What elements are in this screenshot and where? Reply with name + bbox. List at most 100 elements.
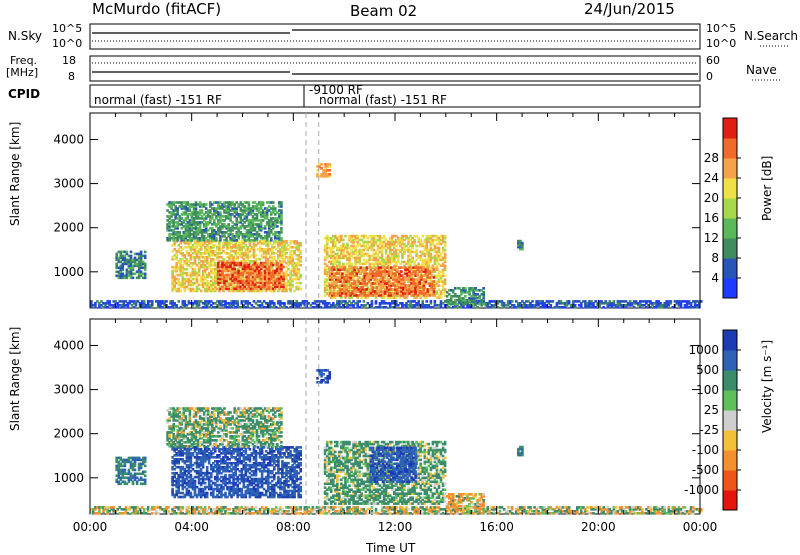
echo-cell <box>438 247 441 250</box>
echo-cell <box>144 251 147 254</box>
echo-cell <box>415 249 418 252</box>
echo-cell <box>328 163 331 166</box>
echo-cell <box>205 203 208 206</box>
echo-cell <box>280 227 283 230</box>
echo-cell <box>273 302 276 305</box>
echo-cell <box>550 304 553 307</box>
echo-cell <box>212 258 215 261</box>
echo-cell <box>194 268 197 271</box>
echo-cell <box>357 276 360 279</box>
echo-cell <box>299 256 302 259</box>
echo-cell <box>363 300 366 303</box>
echo-cell <box>413 239 416 242</box>
echo-cell <box>126 251 129 254</box>
echo-cell <box>412 278 415 281</box>
echo-cell <box>418 286 421 289</box>
echo-cell <box>433 288 436 291</box>
echo-cell <box>552 300 555 303</box>
echo-cell <box>285 306 288 309</box>
freq-panel-frame <box>90 56 700 81</box>
echo-cell <box>229 284 232 287</box>
echo-cell <box>144 263 147 266</box>
echo-cell <box>444 241 447 244</box>
echo-cell <box>283 302 286 305</box>
echo-cell <box>151 300 154 303</box>
echo-cell <box>417 300 420 303</box>
echo-cell <box>375 300 378 303</box>
echo-cell <box>444 265 447 268</box>
echo-cell <box>233 268 236 271</box>
echo-cell <box>350 263 353 266</box>
echo-cell <box>340 235 343 238</box>
echo-cell <box>299 274 302 277</box>
noise-sky-trace <box>92 30 698 33</box>
echo-cell <box>430 253 433 256</box>
echo-cell <box>179 231 182 234</box>
y-tick-label: 4000 <box>53 132 84 146</box>
echo-cell <box>282 284 285 287</box>
echo-cell <box>448 306 451 309</box>
echo-cell <box>574 304 577 307</box>
echo-cell <box>180 290 183 293</box>
echo-cell <box>299 242 302 245</box>
echo-cell <box>366 272 369 275</box>
echo-cell <box>372 286 375 289</box>
echo-cell <box>260 272 263 275</box>
echo-cell <box>433 280 436 283</box>
echo-cell <box>328 169 331 172</box>
echo-cell <box>358 300 361 303</box>
echo-cell <box>184 300 187 303</box>
echo-cell <box>421 235 424 238</box>
echo-cell <box>253 306 256 309</box>
echo-cell <box>385 306 388 309</box>
echo-cell <box>371 300 374 303</box>
echo-cell <box>320 163 323 166</box>
echo-cell <box>215 237 218 240</box>
echo-cell <box>444 288 447 291</box>
noise-lines <box>92 30 698 41</box>
echo-cell <box>444 253 447 256</box>
echo-cell <box>285 240 288 243</box>
echo-cell <box>430 300 433 303</box>
echo-cell <box>264 262 267 265</box>
echo-cell <box>219 211 222 214</box>
echo-cell <box>236 300 239 303</box>
echo-cell <box>200 290 203 293</box>
echo-cell <box>438 284 441 287</box>
echo-cell <box>429 270 432 273</box>
noise-panel-frame <box>90 24 700 49</box>
echo-cell <box>282 276 285 279</box>
echo-cell <box>531 300 534 303</box>
echo-cell <box>165 300 168 303</box>
echo-cell <box>444 235 447 238</box>
echo-cell <box>262 201 265 204</box>
echo-cell <box>140 251 143 254</box>
echo-cell <box>299 288 302 291</box>
y-tick-label: 1000 <box>53 265 84 279</box>
echo-cell <box>297 268 300 271</box>
echo-cell <box>568 300 571 303</box>
echo-cell <box>272 201 275 204</box>
echo-cell <box>328 173 331 176</box>
echo-cell <box>175 304 178 307</box>
echo-cell <box>227 223 230 226</box>
echo-cell <box>275 306 278 309</box>
echo-cell <box>602 306 605 309</box>
echo-cell <box>426 300 429 303</box>
freq-trace <box>92 72 698 74</box>
echo-cell <box>394 284 397 287</box>
echo-cell <box>482 287 485 290</box>
echo-cell <box>464 295 467 298</box>
echo-cell <box>343 266 346 269</box>
echo-cell <box>464 287 467 290</box>
echo-cell <box>419 239 422 242</box>
echo-cell <box>276 225 279 228</box>
echo-cell <box>177 300 180 303</box>
echo-cell <box>320 306 323 309</box>
echo-cell <box>521 242 524 245</box>
echo-cell <box>201 209 204 212</box>
echo-cell <box>342 239 345 242</box>
echo-cell <box>282 272 285 275</box>
